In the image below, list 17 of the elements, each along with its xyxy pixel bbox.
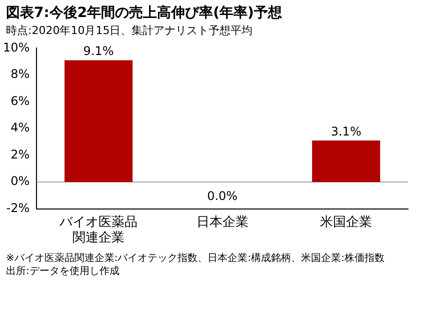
y-tick-label: 10% <box>3 40 30 54</box>
chart-title: 図表7:今後2年間の売上高伸び率(年率)予想 <box>5 4 283 22</box>
text: ※バイオ医薬品関連企業:バイオテック指数、日本企業:構成銘柄、米国企業:株価指数 <box>5 252 386 265</box>
text: 出所:データを使用し作成 <box>5 265 120 278</box>
data-label: 9.1% <box>83 44 114 58</box>
chart-subtitle: 時点:2020年10月15日、集計アナリスト予想平均 <box>5 23 254 38</box>
y-tick-label: -2% <box>6 200 30 215</box>
y-tick-label: 0% <box>10 174 30 188</box>
x-tick-label: 日本企業 <box>196 214 248 230</box>
x-tick-label: バイオ医薬品関連企業 <box>58 214 138 246</box>
x-tick-label: 米国企業 <box>320 214 372 230</box>
y-tick-label: 4% <box>10 120 30 135</box>
y-tick-label: 8% <box>10 67 30 82</box>
data-label: 0.0% <box>207 189 238 204</box>
data-label: 3.1% <box>330 124 362 139</box>
y-tick-label: 6% <box>10 94 30 108</box>
y-tick-label: 2% <box>10 147 30 162</box>
